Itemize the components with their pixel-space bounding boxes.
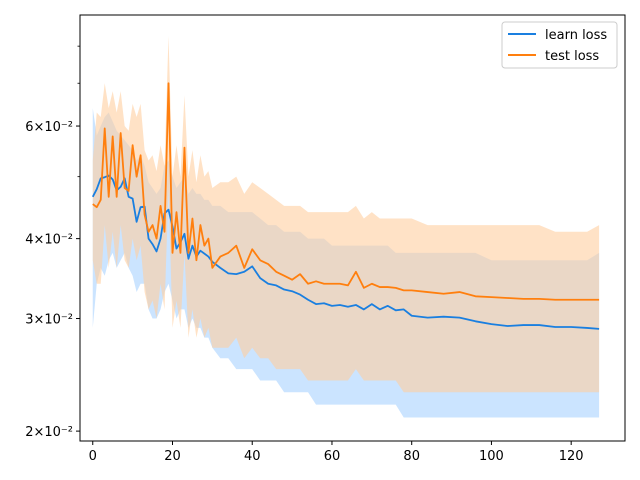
x-tick-label: 20 — [164, 449, 181, 464]
legend-label: test loss — [545, 49, 599, 64]
x-tick-label: 100 — [479, 449, 504, 464]
confidence-bands — [92, 35, 600, 418]
line-learn-loss — [91, 174, 600, 330]
plot-frame — [79, 14, 626, 442]
y-tick-label: 6×10⁻² — [25, 120, 73, 135]
x-tick-label: 120 — [559, 449, 584, 464]
y-tick-label: 3×10⁻² — [25, 313, 73, 328]
legend-label: learn loss — [545, 28, 607, 43]
x-tick-label: 0 — [89, 449, 97, 464]
y-axis: 2×10⁻² 3×10⁻² 4×10⁻² 6×10⁻² — [25, 45, 80, 440]
legend: learn loss test loss — [501, 21, 618, 69]
x-axis: 0 20 40 60 80 100 120 — [89, 441, 584, 464]
x-tick-label: 60 — [324, 449, 341, 464]
y-tick-label: 2×10⁻² — [25, 425, 73, 440]
line-test-loss — [92, 82, 600, 301]
series-lines — [91, 82, 600, 330]
x-tick-label: 40 — [244, 449, 261, 464]
y-tick-label: 4×10⁻² — [25, 233, 73, 248]
band-test-loss — [92, 35, 600, 393]
x-tick-label: 80 — [403, 449, 420, 464]
